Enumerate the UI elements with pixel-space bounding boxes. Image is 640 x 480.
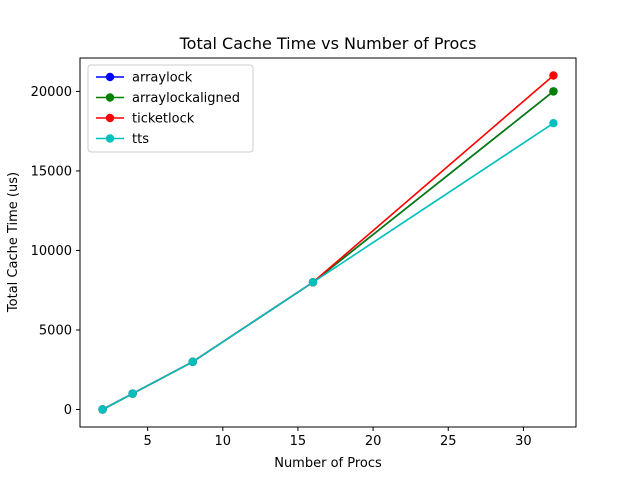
series-tts: [98, 119, 558, 414]
legend-entry: ticketlock: [96, 112, 195, 127]
data-point-tts: [549, 119, 558, 128]
x-tick-label: 25: [440, 434, 457, 449]
data-point-tts: [98, 405, 107, 414]
legend-entry: arraylock: [96, 71, 193, 86]
y-tick-label: 10000: [31, 244, 72, 259]
legend-entry: tts: [96, 132, 149, 147]
y-axis-label: Total Cache Time (us): [6, 172, 21, 313]
data-point-arraylockaligned: [549, 87, 558, 96]
legend-marker-swatch: [105, 93, 115, 102]
legend: arraylock arraylockaligned ticketlock tts: [87, 64, 254, 153]
legend-entry: arraylockaligned: [96, 91, 240, 106]
x-tick-label: 5: [143, 434, 151, 449]
x-tick-label: 30: [515, 434, 532, 449]
x-tick-label: 15: [290, 434, 307, 449]
legend-marker-swatch: [105, 134, 115, 143]
legend-label: tts: [132, 132, 149, 147]
series-lines: [98, 71, 558, 414]
data-point-tts: [188, 357, 197, 366]
legend-marker-swatch: [105, 113, 115, 123]
legend-marker-swatch: [105, 72, 115, 82]
chart-title: Total Cache Time vs Number of Procs: [179, 34, 477, 53]
plot-frame: [79, 57, 577, 428]
legend-label: arraylock: [132, 71, 193, 86]
data-point-tts: [308, 278, 318, 287]
x-tick-label: 10: [215, 434, 232, 449]
data-point-tts: [128, 389, 137, 398]
legend-label: arraylockaligned: [132, 91, 240, 106]
y-tick-label: 5000: [39, 323, 72, 338]
legend-box: [87, 64, 254, 153]
x-tick-label: 20: [365, 434, 382, 449]
data-point-ticketlock: [549, 71, 558, 80]
legend-label: ticketlock: [132, 112, 195, 127]
axis-ticks: 5 10 15 20 25 30 0 5000 10000 15000 20000: [31, 85, 532, 449]
y-tick-label: 15000: [31, 164, 72, 179]
y-tick-label: 0: [64, 403, 72, 418]
x-axis-label: Number of Procs: [274, 456, 382, 471]
y-tick-label: 20000: [31, 85, 72, 100]
